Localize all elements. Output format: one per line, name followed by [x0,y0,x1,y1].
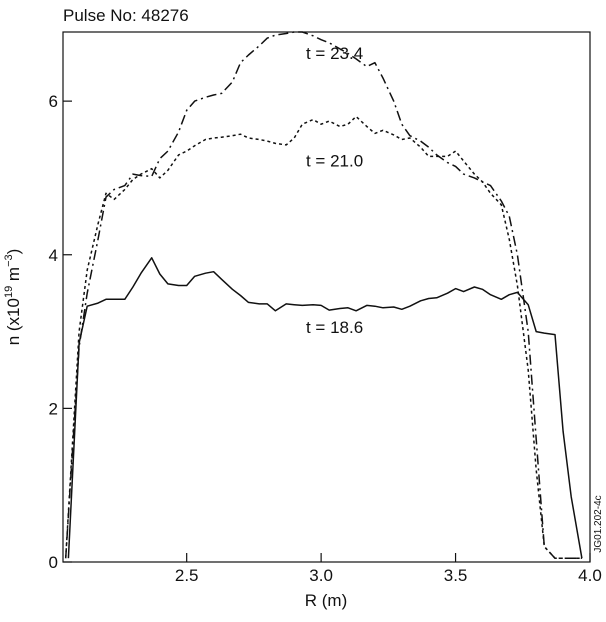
plot-frame [62,31,591,563]
watermark-code: JG01.202-4c [593,495,604,552]
y-axis-label-main: n (x10 [4,298,23,345]
x-tick-label: 4.0 [578,566,602,585]
x-axis-label: R (m) [305,591,347,610]
y-axis-label-exponent: 19 [3,286,15,298]
series-layer [64,31,583,559]
y-axis-label-close: ) [4,249,23,255]
series-annotation: t = 21.0 [306,151,363,170]
y-tick-label: 2 [49,399,58,418]
chart-title: Pulse No: 48276 [63,6,189,25]
series-annotation: t = 18.6 [306,318,363,337]
y-axis-label: n (x1019 m−3) [3,249,23,346]
annotation-layer: t = 23.4 t = 21.0 t = 18.6 [306,44,363,337]
x-axis-ticks: 2.5 3.0 3.5 4.0 [175,553,602,585]
series-line-dotted [64,115,582,559]
y-tick-label: 0 [49,553,58,572]
x-tick-label: 2.5 [175,566,199,585]
y-tick-label: 6 [49,92,58,111]
y-axis-ticks: 0 2 4 6 [49,92,72,572]
series-line-dash-dot [64,31,582,559]
y-tick-label: 4 [49,246,58,265]
series-annotation: t = 23.4 [306,44,363,63]
x-tick-label: 3.5 [444,566,468,585]
series-line-solid [67,257,583,559]
y-axis-label-unit: m [4,267,23,286]
y-axis-label-unit-exponent: −3 [3,254,15,267]
x-tick-label: 3.0 [309,566,333,585]
